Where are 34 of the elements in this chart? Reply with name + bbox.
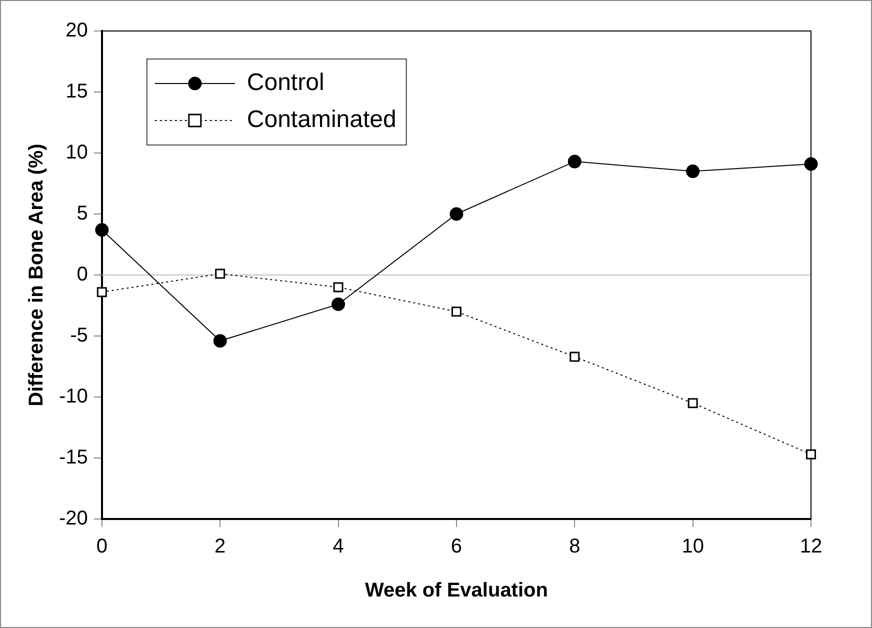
point: [804, 157, 818, 171]
x-tick-label: 12: [800, 536, 822, 558]
y-tick-label: 10: [66, 142, 88, 164]
y-tick-label: 0: [76, 264, 88, 286]
x-axis-title: Week of Evaluation: [364, 580, 548, 602]
point: [688, 398, 698, 408]
y-tick-label: 5: [76, 202, 88, 225]
point: [451, 306, 462, 317]
y-tick-label: -5: [70, 324, 88, 347]
x-tick-label: 8: [569, 536, 580, 558]
y-tick-label: -10: [59, 386, 88, 408]
y-tick-label: -15: [59, 446, 88, 469]
y-axis-title: Difference in Bone Area (%): [26, 144, 48, 406]
x-tick-label: 10: [682, 536, 704, 558]
point: [686, 164, 700, 178]
point: [450, 207, 464, 221]
x-tick-label: 2: [214, 536, 226, 558]
point: [333, 282, 344, 292]
legend-label: Contaminated: [246, 106, 396, 134]
point: [806, 449, 816, 460]
point: [213, 334, 227, 348]
point: [332, 298, 346, 312]
x-tick-label: 4: [332, 536, 344, 558]
y-tick-label: 15: [66, 80, 88, 103]
point: [570, 352, 580, 362]
x-tick-label: 6: [450, 536, 462, 558]
point: [568, 154, 582, 168]
legend-label: Control: [246, 69, 324, 96]
x-tick-label: 0: [96, 536, 108, 558]
y-tick-label: 20: [66, 20, 88, 42]
point: [95, 223, 109, 237]
point: [215, 268, 226, 279]
point: [96, 287, 107, 298]
y-tick-label: -20: [59, 508, 88, 530]
